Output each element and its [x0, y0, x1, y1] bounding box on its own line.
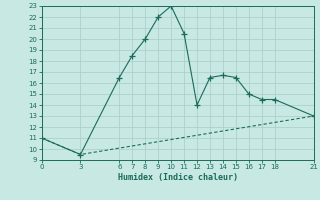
X-axis label: Humidex (Indice chaleur): Humidex (Indice chaleur)	[118, 173, 237, 182]
